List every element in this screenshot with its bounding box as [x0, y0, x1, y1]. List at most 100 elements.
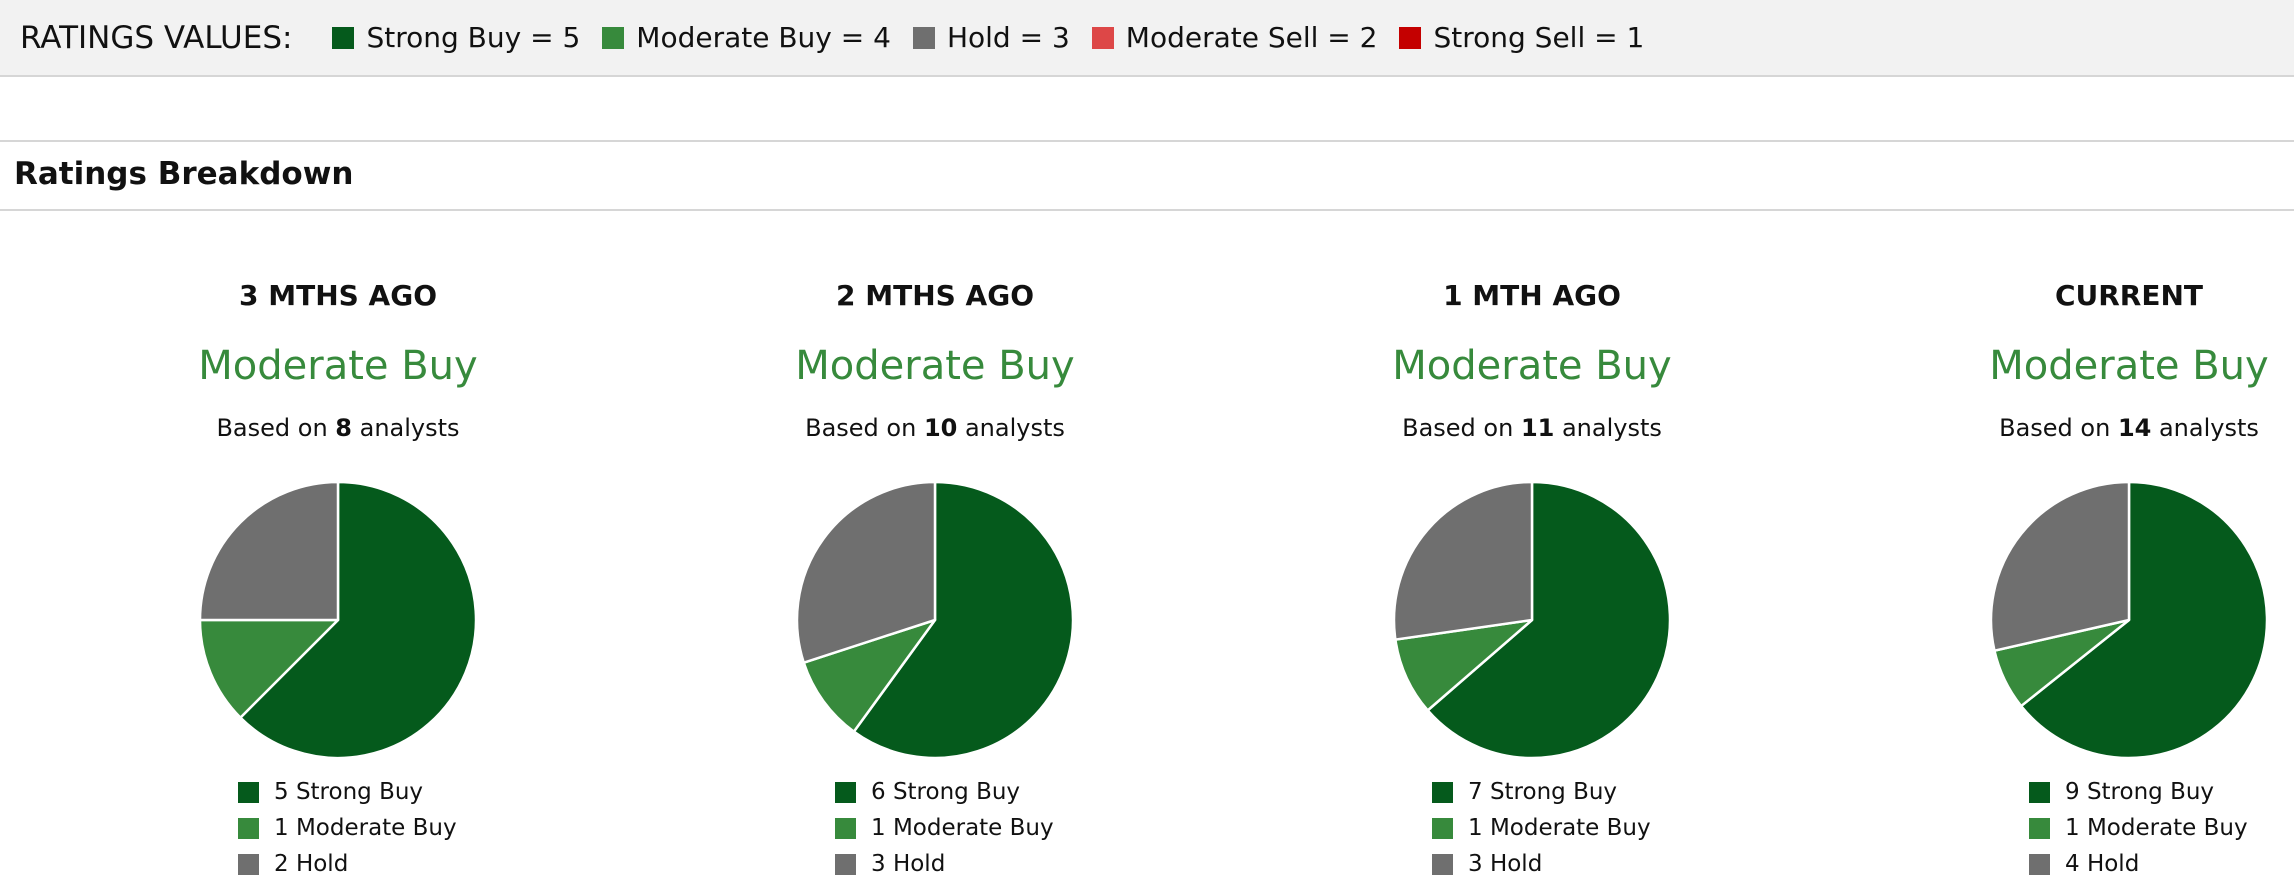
pie-legend: 6 Strong Buy 1 Moderate Buy 3 Hold — [835, 774, 1054, 882]
based-on-text: Based on 10 analysts — [635, 410, 1235, 446]
spacer-band — [0, 78, 2294, 142]
pie-slice-strong-buy — [239, 480, 478, 760]
based-suffix: analysts — [1554, 414, 1662, 442]
pie-legend-item-hold: 2 Hold — [238, 846, 457, 882]
pie-legend-item-hold: 4 Hold — [2029, 846, 2248, 882]
based-suffix: analysts — [957, 414, 1065, 442]
pie-legend-label: 3 Hold — [1468, 851, 1543, 877]
pie-legend-label: 3 Hold — [871, 851, 946, 877]
pie-chart — [1989, 480, 2269, 760]
based-prefix: Based on — [1402, 414, 1521, 442]
legend-item-moderate-sell: Moderate Sell = 2 — [1091, 21, 1378, 54]
pie-legend-label: 5 Strong Buy — [274, 779, 424, 805]
legend-label-moderate-buy: Moderate Buy = 4 — [636, 21, 891, 54]
legend-label-hold: Hold = 3 — [946, 21, 1070, 54]
pie-legend-label: 1 Moderate Buy — [2065, 815, 2248, 841]
pie-legend-item-strong-buy: 5 Strong Buy — [238, 774, 457, 810]
based-suffix: analysts — [351, 414, 460, 442]
pie-slice-strong-buy — [852, 480, 1075, 760]
pie-slice-hold — [198, 480, 340, 622]
based-on-text: Based on 11 analysts — [1232, 410, 1832, 446]
pie-slice-strong-buy — [2019, 480, 2269, 760]
legend-item-strong-sell: Strong Sell = 1 — [1399, 21, 1644, 54]
panel-2-months-ago: 2 MTHS AGO Moderate Buy Based on 10 anal… — [635, 270, 1235, 877]
legend-label-moderate-sell: Moderate Sell = 2 — [1125, 21, 1378, 54]
pie-legend-label: 7 Strong Buy — [1468, 779, 1618, 805]
period-title: 3 MTHS AGO — [239, 279, 437, 312]
pie-legend-item-strong-buy: 9 Strong Buy — [2029, 774, 2248, 810]
pie-legend-item-moderate-buy: 1 Moderate Buy — [835, 810, 1054, 846]
pie-legend: 5 Strong Buy 1 Moderate Buy 2 Hold — [238, 774, 457, 882]
pie-slice-strong-buy — [1426, 480, 1672, 760]
based-prefix: Based on — [1999, 414, 2118, 442]
pie-legend-swatch — [2029, 781, 2050, 803]
based-prefix: Based on — [216, 414, 336, 442]
legend-swatch-moderate-buy — [602, 26, 625, 49]
pie-legend-label: 4 Hold — [2065, 851, 2140, 877]
pie-legend-item-moderate-buy: 1 Moderate Buy — [238, 810, 457, 846]
pie-legend-swatch — [835, 781, 856, 803]
pie-legend-item-hold: 3 Hold — [835, 846, 1054, 882]
pie-legend-item-hold: 3 Hold — [1432, 846, 1651, 882]
pie-legend-label: 6 Strong Buy — [871, 779, 1021, 805]
pie-slice-hold — [1989, 480, 2131, 652]
pie-legend-item-strong-buy: 6 Strong Buy — [835, 774, 1054, 810]
based-on-text: Based on 8 analysts — [38, 410, 638, 446]
pie-legend-swatch — [835, 853, 856, 875]
pie-slice-hold — [1392, 480, 1534, 641]
pie-legend-swatch — [238, 853, 259, 875]
pie-legend-item-moderate-buy: 1 Moderate Buy — [1432, 810, 1651, 846]
pie-slice-moderate-buy — [198, 618, 340, 719]
analyst-count: 8 — [335, 414, 352, 442]
legend-swatch-hold — [912, 26, 935, 49]
legend-swatch-strong-sell — [1399, 26, 1422, 49]
pie-legend-label: 2 Hold — [274, 851, 349, 877]
section-title: Ratings Breakdown — [14, 156, 354, 192]
pie-chart — [198, 480, 478, 760]
period-title: CURRENT — [2054, 279, 2204, 312]
pie-legend-label: 9 Strong Buy — [2065, 779, 2215, 805]
panel-3-months-ago: 3 MTHS AGO Moderate Buy Based on 8 analy… — [38, 270, 638, 877]
pie-legend: 7 Strong Buy 1 Moderate Buy 3 Hold — [1432, 774, 1651, 882]
legend-swatch-moderate-sell — [1091, 26, 1114, 49]
panel-current: CURRENT Moderate Buy Based on 14 analyst… — [1829, 270, 2294, 877]
based-on-text: Based on 14 analysts — [1829, 410, 2294, 446]
pie-slice-moderate-buy — [802, 618, 937, 733]
pie-legend-swatch — [2029, 817, 2050, 839]
ratings-values-legend: RATINGS VALUES: Strong Buy = 5 Moderate … — [0, 0, 2294, 77]
panel-1-month-ago: 1 MTH AGO Moderate Buy Based on 11 analy… — [1232, 270, 1832, 877]
section-divider — [0, 209, 2294, 211]
pie-legend-swatch — [1432, 853, 1453, 875]
consensus-rating: Moderate Buy — [1989, 343, 2269, 389]
legend-item-hold: Hold = 3 — [912, 21, 1070, 54]
pie-legend-swatch — [238, 781, 259, 803]
legend-label-strong-buy: Strong Buy = 5 — [366, 21, 581, 54]
pie-chart — [1392, 480, 1672, 760]
based-prefix: Based on — [805, 414, 924, 442]
analyst-count: 10 — [923, 414, 958, 442]
legend-item-strong-buy: Strong Buy = 5 — [332, 21, 580, 54]
legend-swatch-strong-buy — [332, 26, 355, 49]
pie-legend-swatch — [238, 817, 259, 839]
analyst-count: 14 — [2117, 414, 2152, 442]
legend-title: RATINGS VALUES: — [20, 19, 293, 56]
pie-legend-item-moderate-buy: 1 Moderate Buy — [2029, 810, 2248, 846]
legend-label-strong-sell: Strong Sell = 1 — [1433, 21, 1645, 54]
pie-legend-swatch — [1432, 781, 1453, 803]
pie-legend-label: 1 Moderate Buy — [274, 815, 457, 841]
consensus-rating: Moderate Buy — [198, 343, 478, 389]
legend-item-moderate-buy: Moderate Buy = 4 — [602, 21, 891, 54]
pie-chart — [795, 480, 1075, 760]
pie-legend-item-strong-buy: 7 Strong Buy — [1432, 774, 1651, 810]
pie-legend-swatch — [2029, 853, 2050, 875]
pie-legend-label: 1 Moderate Buy — [1468, 815, 1651, 841]
analyst-count: 11 — [1520, 414, 1555, 442]
based-suffix: analysts — [2151, 414, 2259, 442]
pie-legend-label: 1 Moderate Buy — [871, 815, 1054, 841]
pie-legend-swatch — [1432, 817, 1453, 839]
pie-legend: 9 Strong Buy 1 Moderate Buy 4 Hold — [2029, 774, 2248, 882]
period-title: 2 MTHS AGO — [836, 279, 1034, 312]
consensus-rating: Moderate Buy — [1392, 343, 1672, 389]
pie-legend-swatch — [835, 817, 856, 839]
pie-slice-moderate-buy — [1394, 618, 1534, 712]
